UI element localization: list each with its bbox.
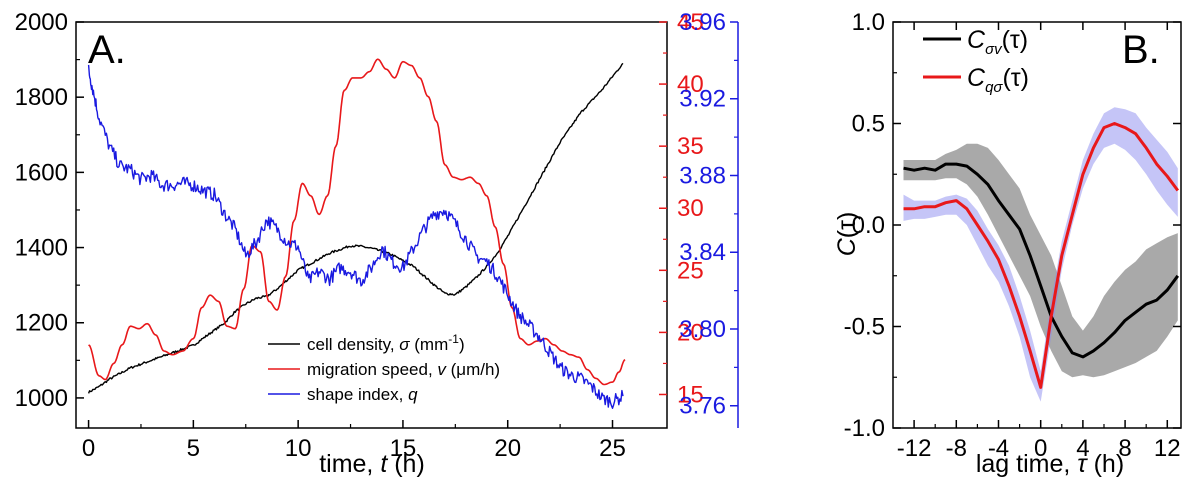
b-legend-label-c-sigma-v: Cσv(τ) — [967, 26, 1028, 58]
a-left-tick-label: 1200 — [15, 310, 68, 337]
a-x-title-text: time, — [319, 450, 380, 478]
a-legend: cell density, σ (mm-1) migration speed, … — [268, 332, 500, 404]
b-x-tick-label: -8 — [946, 435, 967, 462]
a-legend-speed-var: v — [437, 360, 447, 379]
b-x-title-var: τ — [1077, 450, 1088, 478]
a-legend-density-close: ) — [459, 335, 465, 354]
a-legend-label-density: cell density, σ (mm-1) — [307, 332, 465, 354]
a-red-tick-label: 35 — [677, 133, 704, 160]
a-red-tick-label: 45 — [677, 9, 704, 36]
a-x-axis-title: time, t (h) — [319, 450, 425, 478]
b-series-line-0 — [903, 162, 1180, 359]
b-legend-0-var: C — [967, 26, 986, 54]
a-legend-shape-text: shape index, — [307, 385, 408, 404]
a-legend-speed-text: migration speed, — [307, 360, 437, 379]
a-legend-label-shape: shape index, q — [307, 385, 418, 404]
a-blue-tick-label: 3.80 — [679, 316, 726, 343]
b-legend-0-arg: (τ) — [1002, 26, 1029, 54]
a-legend-density-unit: (mm — [410, 335, 449, 354]
b-x-title-unit: (h) — [1087, 450, 1125, 478]
a-left-tick-label: 1000 — [15, 385, 68, 412]
a-left-tick-label: 1600 — [15, 159, 68, 186]
a-legend-density-text: cell density, — [307, 335, 399, 354]
b-y-tick-label: 0.5 — [852, 111, 885, 138]
a-plot-frame — [75, 21, 668, 429]
b-x-tick-label: -4 — [988, 435, 1009, 462]
b-x-tick-label: -12 — [897, 435, 932, 462]
b-x-axis-title: lag time, τ (h) — [976, 450, 1124, 478]
a-x-tick-label: 25 — [599, 435, 626, 462]
b-y-tick-label: 0.0 — [852, 212, 885, 239]
b-panel-label: B. — [1122, 28, 1160, 72]
a-red-tick-label: 40 — [677, 71, 704, 98]
panel-b: -12 -8 -4 0 4 8 12 -1.0 -0.5 0.0 0.5 1.0 B. lag tim… — [833, 9, 1182, 478]
a-x-title-var: t — [380, 450, 388, 478]
a-red-tick-label: 15 — [677, 381, 704, 408]
a-red-tick-label: 25 — [677, 257, 704, 284]
b-y-axis-title: C(τ) — [833, 212, 861, 257]
b-series-layer — [903, 107, 1180, 402]
a-blue-tick-label: 3.92 — [679, 86, 726, 113]
a-left-tick-label: 2000 — [15, 9, 68, 36]
b-y-tick-label: 1.0 — [852, 9, 885, 36]
b-ticks-layer: -12 -8 -4 0 4 8 12 -1.0 -0.5 0.0 0.5 1.0 — [844, 9, 1181, 462]
a-x-tick-label: 10 — [285, 435, 312, 462]
a-x-title-unit: (h) — [387, 450, 425, 478]
a-legend-density-var: σ — [399, 335, 410, 354]
b-x-tick-label: 0 — [1034, 435, 1047, 462]
b-legend-1-arg: (τ) — [1002, 64, 1029, 92]
b-x-tick-label: 12 — [1154, 435, 1181, 462]
a-panel-label: A. — [88, 28, 126, 72]
a-blue-tick-label: 3.76 — [679, 393, 726, 420]
a-x-tick-label: 15 — [390, 435, 417, 462]
b-y-tick-label: -1.0 — [844, 415, 885, 442]
a-blue-tick-label: 3.88 — [679, 162, 726, 189]
a-x-tick-label: 20 — [494, 435, 521, 462]
b-confidence-band-1 — [903, 107, 1178, 402]
a-series-layer — [87, 58, 626, 409]
a-left-tick-label: 1400 — [15, 235, 68, 262]
a-red-tick-label: 20 — [677, 319, 704, 346]
b-legend: Cσv(τ) Cqσ(τ) — [923, 26, 1029, 96]
a-legend-label-speed: migration speed, v (μm/h) — [307, 360, 500, 379]
b-x-title-text: lag time, — [976, 450, 1077, 478]
a-series-line-left — [87, 62, 624, 394]
b-legend-label-c-q-sigma: Cqσ(τ) — [967, 64, 1029, 96]
b-y-title-arg: (τ) — [833, 212, 861, 239]
a-blue-tick-label: 3.84 — [679, 239, 726, 266]
b-y-title-var: C — [833, 237, 861, 256]
a-red-tick-label: 30 — [677, 195, 704, 222]
a-x-tick-label: 0 — [82, 435, 95, 462]
b-confidence-band-0 — [903, 143, 1178, 378]
a-x-tick-label: 5 — [187, 435, 200, 462]
a-left-tick-label: 1800 — [15, 84, 68, 111]
a-legend-density-sup: -1 — [448, 332, 459, 346]
b-legend-1-var: C — [967, 64, 986, 92]
b-y-tick-label: -0.5 — [844, 314, 885, 341]
a-legend-speed-unit: (μm/h) — [446, 360, 500, 379]
a-ticks-layer: 0 5 10 15 20 25 1000 1200 1400 1600 1800 2000 15 20 25… — [15, 9, 738, 462]
a-blue-tick-label: 3.96 — [679, 9, 726, 36]
a-series-line-right_blue — [87, 64, 624, 409]
b-x-tick-label: 4 — [1076, 435, 1089, 462]
b-series-line-1 — [903, 122, 1180, 389]
b-legend-0-sub: σv — [985, 41, 1003, 58]
b-x-tick-label: 8 — [1118, 435, 1131, 462]
a-legend-shape-var: q — [408, 385, 418, 404]
panel-a: 0 5 10 15 20 25 1000 1200 1400 1600 1800 2000 15 20 25… — [15, 9, 739, 478]
b-legend-1-sub: qσ — [985, 79, 1003, 96]
